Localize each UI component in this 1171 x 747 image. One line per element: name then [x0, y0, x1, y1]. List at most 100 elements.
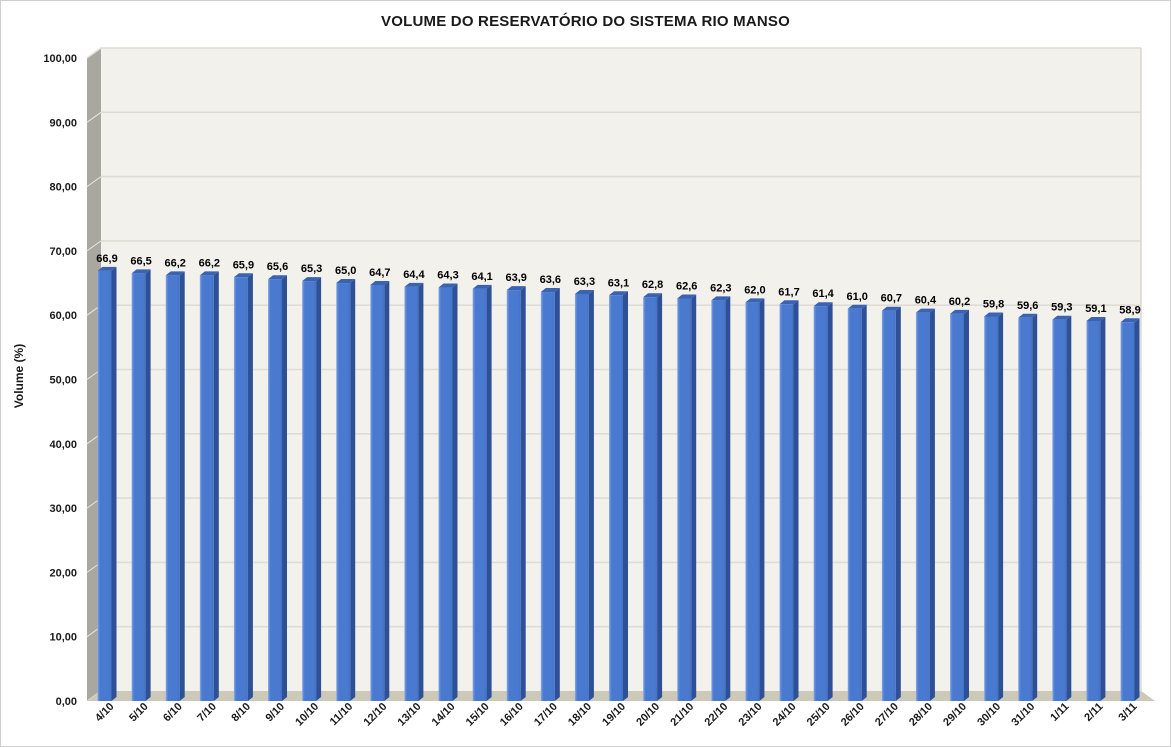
bar: 59,6 — [1017, 300, 1038, 701]
bar-side-face — [827, 302, 833, 701]
bar: 66,2 — [164, 257, 186, 701]
x-tick-label: 6/10 — [161, 701, 185, 725]
bar-value-label: 66,5 — [130, 255, 151, 267]
bar-value-label: 63,3 — [574, 276, 595, 288]
bar-front-face — [1120, 322, 1135, 701]
bar: 64,1 — [471, 271, 493, 701]
bar-front-face — [711, 300, 726, 701]
bar-value-label: 59,8 — [983, 298, 1004, 310]
chart-title: VOLUME DO RESERVATÓRIO DO SISTEMA RIO MA… — [381, 13, 790, 30]
bar: 61,0 — [846, 291, 868, 701]
bar-value-label: 65,9 — [233, 259, 254, 271]
x-tick-label: 15/10 — [464, 701, 492, 729]
x-tick-label: 10/10 — [293, 701, 321, 729]
x-tick-label: 9/10 — [263, 701, 287, 725]
bar-value-label: 65,3 — [301, 263, 322, 275]
bar-side-face — [384, 280, 390, 701]
bar-side-face — [998, 312, 1004, 701]
bar-front-face — [233, 277, 248, 701]
bar-value-label: 62,8 — [642, 279, 663, 291]
bar: 63,1 — [608, 277, 629, 701]
bar-top-face — [97, 266, 117, 271]
bar: 61,4 — [812, 288, 835, 701]
bar-top-face — [677, 294, 697, 299]
x-tick-label: 21/10 — [668, 701, 696, 729]
bar-value-label: 65,0 — [335, 265, 356, 277]
bar-value-label: 66,9 — [96, 253, 117, 265]
bar-front-face — [1018, 317, 1033, 701]
bar: 59,3 — [1051, 302, 1073, 701]
bar-side-face — [145, 269, 151, 701]
x-tick-label: 13/10 — [396, 701, 424, 729]
bar-side-face — [247, 273, 253, 701]
bar-value-label: 64,7 — [369, 267, 390, 279]
bar-top-face — [915, 308, 935, 313]
bar: 62,0 — [744, 284, 766, 701]
bar-front-face — [302, 281, 317, 701]
bar-front-face — [1086, 320, 1101, 701]
bar: 62,8 — [642, 279, 663, 701]
bar-side-face — [725, 296, 731, 701]
bar-side-face — [1066, 315, 1072, 701]
bar-front-face — [643, 297, 658, 701]
bar-value-label: 65,6 — [267, 261, 288, 273]
bar-top-face — [711, 296, 731, 301]
bar: 61,7 — [778, 286, 800, 701]
bar-top-face — [1120, 318, 1140, 323]
bar-side-face — [1032, 313, 1038, 701]
bar-value-label: 58,9 — [1119, 304, 1140, 316]
bar-side-face — [486, 284, 492, 701]
x-tick-label: 23/10 — [737, 701, 765, 729]
bar-value-label: 60,4 — [915, 295, 937, 307]
x-tick-label: 26/10 — [839, 701, 867, 729]
bar-top-face — [643, 293, 663, 298]
bar-value-label: 63,6 — [540, 274, 561, 286]
y-tick-label: 0,00 — [56, 696, 77, 708]
bar: 65,6 — [267, 261, 288, 701]
bar: 63,3 — [574, 276, 595, 701]
bar-front-face — [915, 312, 930, 701]
bar-side-face — [861, 304, 867, 701]
bar-front-face — [881, 310, 896, 701]
bar-value-label: 59,1 — [1085, 303, 1106, 315]
bar: 66,9 — [96, 253, 118, 701]
y-tick-label: 70,00 — [49, 246, 77, 258]
bar-top-face — [404, 282, 424, 287]
bar-top-face — [472, 284, 492, 289]
bar-value-label: 60,2 — [949, 296, 970, 308]
bar-value-label: 62,6 — [676, 280, 697, 292]
bar-front-face — [97, 270, 112, 701]
x-tick-label: 5/10 — [127, 701, 151, 725]
bar-value-label: 66,2 — [199, 257, 220, 269]
bar-front-face — [813, 306, 828, 701]
bar-side-face — [213, 271, 219, 701]
bar: 59,8 — [983, 298, 1004, 701]
bar: 65,9 — [233, 259, 254, 701]
bar-side-face — [418, 282, 424, 701]
bar-side-face — [657, 293, 663, 701]
bar-top-face — [199, 271, 219, 276]
bar: 60,7 — [881, 293, 902, 701]
bar-top-face — [233, 273, 253, 278]
bar-front-face — [574, 293, 589, 701]
bar: 66,5 — [130, 255, 152, 701]
bar-side-face — [691, 294, 697, 701]
bar-value-label: 63,9 — [505, 272, 526, 284]
bar-side-face — [964, 309, 969, 701]
bar-top-face — [370, 280, 390, 285]
bar-side-face — [929, 308, 935, 701]
bar-top-face — [540, 288, 560, 293]
bar-front-face — [847, 308, 862, 701]
bar: 65,3 — [301, 263, 322, 701]
bar-front-face — [540, 292, 555, 701]
bar: 64,4 — [403, 269, 425, 701]
bar-front-face — [472, 288, 487, 701]
bar-top-face — [506, 286, 526, 291]
bar-front-face — [370, 284, 385, 701]
x-tick-label: 17/10 — [532, 701, 560, 729]
bar: 59,1 — [1085, 303, 1107, 701]
bar-top-face — [268, 275, 287, 280]
bar-top-face — [165, 271, 185, 276]
